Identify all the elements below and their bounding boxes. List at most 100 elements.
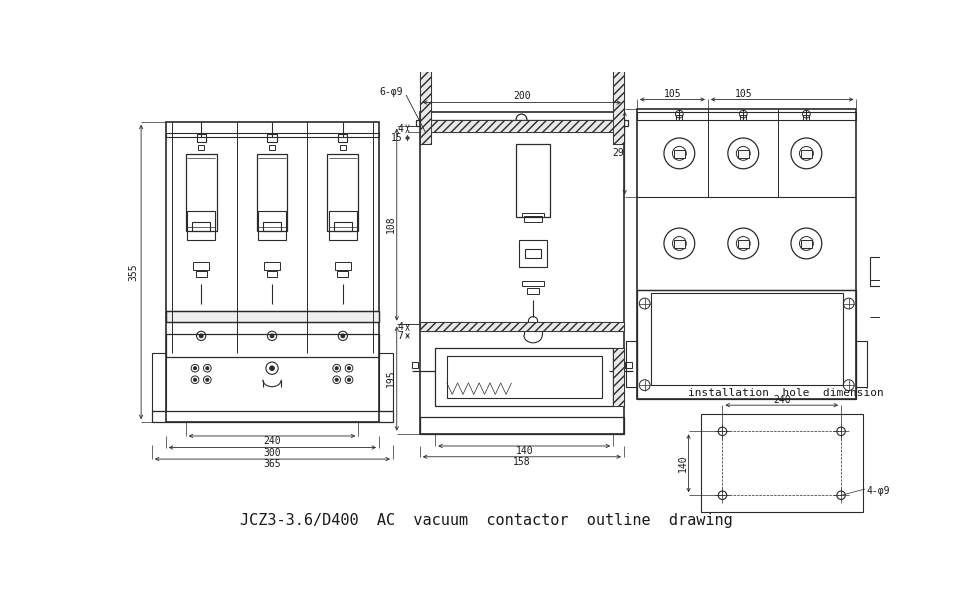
Bar: [265, 262, 279, 270]
Bar: [197, 134, 206, 142]
Text: 195: 195: [385, 370, 396, 387]
Bar: [263, 222, 281, 231]
Bar: [857, 341, 867, 388]
Bar: [522, 213, 544, 217]
Bar: [674, 150, 685, 158]
Bar: [525, 249, 541, 258]
Bar: [738, 150, 749, 158]
Bar: [335, 262, 351, 270]
Bar: [338, 134, 348, 142]
Bar: [196, 271, 207, 277]
Bar: [637, 109, 857, 399]
Bar: [517, 120, 525, 125]
Bar: [651, 293, 843, 385]
Bar: [625, 362, 632, 368]
Bar: [327, 154, 359, 231]
Bar: [524, 216, 542, 222]
Bar: [637, 112, 857, 120]
Text: 365: 365: [264, 459, 281, 469]
Text: 15: 15: [391, 133, 403, 143]
Circle shape: [193, 367, 197, 370]
Circle shape: [206, 367, 209, 370]
Text: 355: 355: [128, 263, 138, 281]
Bar: [613, 0, 624, 144]
Circle shape: [348, 367, 351, 370]
Bar: [192, 222, 211, 231]
Bar: [152, 411, 393, 422]
Bar: [166, 334, 379, 356]
Text: 240: 240: [264, 437, 281, 446]
Bar: [419, 322, 624, 331]
Bar: [340, 145, 346, 150]
Bar: [447, 356, 602, 398]
Bar: [329, 211, 357, 240]
Bar: [613, 348, 624, 406]
Circle shape: [270, 366, 274, 371]
Bar: [701, 414, 862, 512]
Bar: [258, 211, 286, 240]
Bar: [801, 240, 811, 248]
Bar: [676, 115, 682, 120]
Bar: [187, 211, 215, 240]
Bar: [413, 362, 418, 368]
Bar: [198, 145, 204, 150]
Bar: [804, 115, 809, 120]
Text: 29: 29: [612, 148, 624, 158]
Text: 300: 300: [264, 448, 281, 458]
Text: 140: 140: [677, 454, 687, 472]
Bar: [267, 271, 277, 277]
Bar: [152, 353, 166, 411]
Bar: [166, 133, 379, 137]
Bar: [435, 348, 613, 406]
Text: 7: 7: [397, 331, 403, 341]
Bar: [379, 353, 393, 411]
Circle shape: [335, 367, 338, 370]
Text: 105: 105: [734, 89, 752, 99]
Text: 158: 158: [514, 457, 531, 467]
Circle shape: [348, 378, 351, 382]
Circle shape: [341, 334, 345, 338]
Circle shape: [206, 378, 209, 382]
Text: 200: 200: [514, 91, 531, 102]
Text: 4: 4: [397, 322, 403, 332]
Bar: [519, 240, 547, 267]
Bar: [419, 417, 624, 434]
Bar: [193, 262, 209, 270]
Text: 6-φ9: 6-φ9: [379, 87, 403, 97]
Text: 4: 4: [397, 124, 403, 134]
Bar: [257, 154, 287, 231]
Bar: [166, 311, 379, 322]
Bar: [637, 289, 857, 399]
Bar: [419, 120, 624, 132]
Bar: [527, 288, 539, 294]
Bar: [416, 120, 628, 126]
Bar: [419, 112, 624, 434]
Bar: [186, 154, 217, 231]
Text: 140: 140: [515, 446, 533, 456]
Circle shape: [199, 334, 203, 338]
Circle shape: [335, 378, 338, 382]
Bar: [674, 240, 685, 248]
Bar: [740, 115, 747, 120]
Bar: [516, 144, 550, 217]
Bar: [419, 120, 624, 132]
Bar: [333, 222, 352, 231]
Bar: [738, 240, 749, 248]
Bar: [166, 122, 379, 422]
Bar: [419, 322, 624, 331]
Text: 4-φ9: 4-φ9: [866, 486, 890, 496]
Bar: [269, 145, 275, 150]
Bar: [419, 5, 430, 144]
Text: installation  hole  dimension: installation hole dimension: [688, 388, 884, 398]
Bar: [522, 281, 544, 286]
Bar: [337, 271, 348, 277]
Bar: [613, 0, 624, 144]
Bar: [801, 150, 811, 158]
Circle shape: [270, 334, 274, 338]
Bar: [613, 348, 624, 406]
Circle shape: [193, 378, 197, 382]
Text: 108: 108: [385, 215, 396, 233]
Bar: [166, 311, 379, 322]
Bar: [268, 134, 276, 142]
Text: JCZ3-3.6/D400  AC  vacuum  contactor  outline  drawing: JCZ3-3.6/D400 AC vacuum contactor outlin…: [240, 512, 733, 527]
